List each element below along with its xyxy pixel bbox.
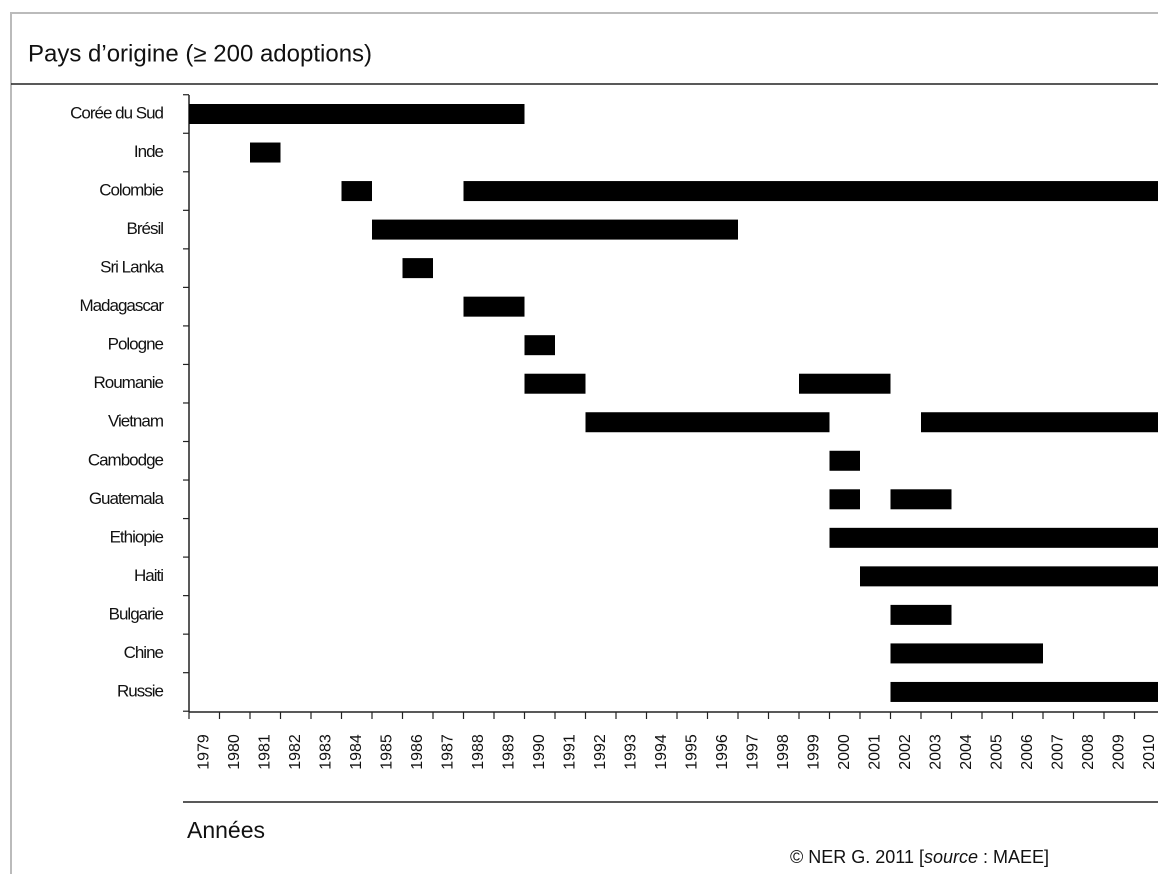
x-tick-label: 2008 (1080, 734, 1097, 770)
x-tick-label: 2003 (927, 734, 944, 770)
chart-title: Pays d’origine (≥ 200 adoptions) (28, 40, 372, 67)
bar (524, 335, 555, 356)
x-tick-label: 2010 (1141, 734, 1158, 770)
x-tick-label: 1987 (439, 734, 456, 770)
x-tick-label: 2001 (866, 734, 883, 770)
bar (372, 219, 738, 240)
x-tick-label: 1997 (744, 734, 761, 770)
bar (829, 489, 860, 510)
y-tick-label: Bulgarie (109, 604, 164, 623)
x-tick-label: 1998 (775, 734, 792, 770)
bar (463, 181, 1158, 202)
credit-part: source (924, 847, 978, 867)
credit-part: © NER G. 2011 [ (790, 847, 924, 867)
x-tick-label: 1993 (622, 734, 639, 770)
y-tick-label: Guatemala (89, 489, 165, 508)
bar (799, 373, 891, 394)
bar (829, 527, 1158, 548)
y-tick-label: Colombie (99, 181, 163, 200)
bar (463, 296, 525, 317)
x-tick-label: 1988 (470, 734, 487, 770)
x-tick-label: 2005 (988, 734, 1005, 770)
x-tick-label: 1981 (256, 734, 273, 770)
x-tick-label: 1984 (348, 734, 365, 770)
bar (585, 412, 830, 433)
x-tick-label: 1989 (500, 734, 517, 770)
x-tick-label: 2000 (836, 734, 853, 770)
bar (890, 489, 952, 510)
x-tick-label: 2002 (897, 734, 914, 770)
bar (250, 142, 281, 163)
x-tick-label: 1994 (653, 734, 670, 770)
bar (890, 643, 1043, 664)
y-tick-label: Inde (134, 142, 164, 161)
y-tick-label: Roumanie (94, 373, 164, 392)
y-tick-label: Chine (124, 643, 164, 662)
bar (890, 681, 1158, 702)
x-tick-label: 1986 (409, 734, 426, 770)
x-tick-label: 1991 (561, 734, 578, 770)
x-tick-label: 2009 (1110, 734, 1127, 770)
bar (402, 258, 433, 279)
x-tick-label: 2006 (1019, 734, 1036, 770)
x-tick-label: 1982 (287, 734, 304, 770)
y-tick-label: Madagascar (79, 296, 164, 315)
x-axis-label: Années (187, 817, 265, 843)
bar (860, 566, 1158, 587)
y-tick-label: Pologne (108, 335, 164, 354)
x-tick-label: 1990 (531, 734, 548, 770)
x-tick-label: 1985 (378, 734, 395, 770)
credit-part: : MAEE] (978, 847, 1049, 867)
x-tick-label: 1980 (226, 734, 243, 770)
credit: © NER G. 2011 [source : MAEE] (790, 847, 1049, 867)
y-tick-label: Cambodge (88, 450, 164, 469)
y-tick-label: Corée du Sud (70, 103, 163, 122)
x-tick-label: 1999 (805, 734, 822, 770)
x-tick-label: 1995 (683, 734, 700, 770)
y-tick-label: Brésil (126, 219, 163, 238)
x-tick-label: 2004 (958, 734, 975, 770)
bar (524, 373, 586, 394)
bar (921, 412, 1158, 433)
x-tick-label: 1992 (592, 734, 609, 770)
x-tick-label: 1983 (317, 734, 334, 770)
y-tick-label: Vietnam (108, 412, 164, 431)
bar (890, 604, 952, 625)
y-tick-label: Ethiopie (110, 527, 164, 546)
y-tick-label: Russie (117, 681, 164, 700)
y-tick-label: Sri Lanka (100, 258, 164, 277)
bar (189, 104, 525, 124)
x-tick-label: 1996 (714, 734, 731, 770)
x-tick-label: 1979 (195, 734, 212, 770)
x-tick-label: 2007 (1049, 734, 1066, 770)
bar (341, 181, 372, 202)
y-tick-label: Haiti (134, 566, 163, 585)
bar (829, 450, 860, 471)
